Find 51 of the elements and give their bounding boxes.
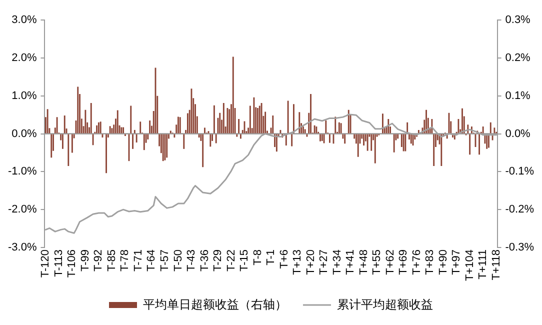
- y-tick-label: -1.0%: [8, 166, 37, 178]
- x-tick-label: T+13: [292, 250, 304, 275]
- x-tick-label: T-106: [66, 250, 78, 278]
- y-tick-label: 1.0%: [12, 90, 37, 102]
- legend-label: 平均单日超额收益（右轴）: [143, 297, 287, 312]
- x-tick-label: T-8: [252, 250, 264, 266]
- y2-tick-label: 0.1%: [505, 90, 531, 102]
- x-tick-label: T+76: [410, 250, 423, 275]
- y-tick-label: 3.0%: [12, 14, 37, 26]
- x-tick-label: T-92: [92, 250, 105, 272]
- x-tick-label: T+90: [437, 250, 450, 275]
- x-tick-label: T-50: [172, 250, 184, 272]
- x-tick-label: T+41: [344, 250, 357, 275]
- y2-tick-label: -0.1%: [505, 166, 534, 178]
- x-tick-label: T-99: [79, 250, 92, 272]
- x-tick-label: T-113: [52, 250, 65, 277]
- x-tick-label: T-29: [212, 250, 224, 272]
- x-tick-label: T-22: [225, 250, 238, 272]
- x-tick-label: T-15: [238, 250, 251, 272]
- x-tick-label: T-64: [146, 250, 158, 272]
- x-tick-label: T+97: [450, 250, 463, 275]
- y2-tick-label: 0.0%: [505, 128, 531, 140]
- x-tick-label: T-43: [186, 250, 198, 272]
- y2-tick-label: 0.3%: [505, 14, 531, 26]
- x-tick-label: T+48: [358, 250, 370, 275]
- x-tick-label: T+104: [464, 250, 476, 282]
- y2-tick-label: 0.2%: [505, 52, 531, 64]
- x-tick-label: T+62: [384, 250, 396, 275]
- x-tick-label: T-1: [265, 250, 278, 266]
- y-tick-label: 0.0%: [12, 128, 37, 140]
- x-tick-label: T+34: [331, 250, 344, 275]
- x-tick-label: T+118: [490, 250, 502, 280]
- legend-label: 累计平均超额收益: [337, 297, 433, 312]
- x-tick-label: T-85: [106, 250, 118, 272]
- x-tick-label: T-71: [132, 250, 144, 272]
- y-tick-label: 2.0%: [12, 52, 37, 64]
- x-tick-label: T-57: [159, 250, 171, 272]
- x-tick-label: T+6: [278, 250, 290, 269]
- x-tick-label: T+83: [424, 250, 436, 275]
- x-tick-label: T+27: [318, 250, 330, 275]
- x-tick-label: T+55: [371, 250, 384, 275]
- y-tick-label: -2.0%: [8, 204, 37, 216]
- x-tick-label: T-36: [198, 250, 211, 272]
- x-tick-label: T+111: [477, 250, 490, 280]
- x-tick-label: T+20: [304, 250, 317, 275]
- y2-tick-label: -0.2%: [505, 204, 534, 216]
- x-tick-label: T-120: [40, 250, 52, 278]
- y-tick-label: -3.0%: [8, 242, 37, 254]
- x-tick-label: T+69: [398, 250, 410, 275]
- y2-tick-label: -0.3%: [505, 242, 534, 254]
- x-tick-label: T-78: [119, 250, 132, 272]
